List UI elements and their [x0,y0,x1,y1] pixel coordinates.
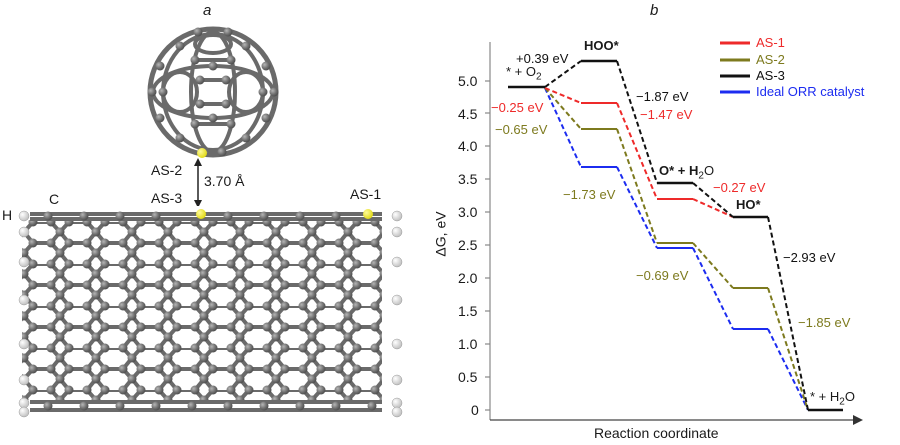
panel-a-label: a [203,2,212,19]
step-as2-4: −1.85 eV [798,315,851,330]
state-hoo: HOO* [584,38,619,53]
x-axis-label: Reaction coordinate [594,425,719,441]
as3-label: AS-3 [151,190,183,206]
fullerene-c60 [147,26,279,158]
hydrogen-atoms [18,210,403,418]
carbon-label: C [49,191,60,207]
step-as3-4: −2.93 eV [783,250,836,265]
step-as2-2: −1.73 eV [563,187,616,202]
as2-label: AS-2 [151,162,183,178]
step-as2-3: −0.69 eV [636,268,689,283]
state-o-h2o: O* + H2O [659,163,715,182]
step-as3-2: −1.87 eV [636,89,689,104]
distance-label: 3.70 Å [204,173,245,189]
step-as1-2: −1.47 eV [640,107,693,122]
series-ideal [544,87,809,411]
active-site-as2 [197,148,207,158]
y-tick: 5.0 [458,73,478,89]
panel-b-label: b [650,2,659,19]
legend-ideal: Ideal ORR catalyst [756,84,865,99]
distance-arrow [194,158,202,208]
series-as2 [544,87,809,411]
y-tick: 3.5 [458,171,478,187]
y-tick: 0 [471,402,479,418]
carbon-nanotube [18,206,403,418]
x-axis [490,415,863,425]
y-tick: 0.5 [458,369,478,385]
y-tick: 1.5 [458,303,478,319]
legend-as2: AS-2 [756,52,785,67]
state-h2o: * + H2O [810,389,855,408]
legend-as3: AS-3 [756,68,785,83]
y-axis-label: ΔG, eV [432,211,449,257]
step-as1-1: −0.25 eV [491,100,544,115]
molecular-structure [18,26,403,418]
as1-label: AS-1 [350,186,382,202]
y-tick: 4.0 [458,138,478,154]
hydrogen-label: H [2,207,13,223]
y-tick: 1.0 [458,336,478,352]
y-tick: 4.5 [458,106,478,122]
y-tick: 2.0 [458,270,478,286]
legend-as1: AS-1 [756,35,785,50]
step-as1-3: −0.27 eV [713,180,766,195]
state-o2: * + O2 [506,64,542,83]
y-tick: 2.5 [458,237,478,253]
step-as2-1: −0.65 eV [495,122,548,137]
step-as3-1: +0.39 eV [516,51,569,66]
legend-swatches [720,41,750,94]
active-site-as3 [196,209,206,219]
state-ho: HO* [736,197,761,212]
y-axis [485,42,491,420]
y-tick: 3.0 [458,204,478,220]
active-site-as1 [363,209,373,219]
